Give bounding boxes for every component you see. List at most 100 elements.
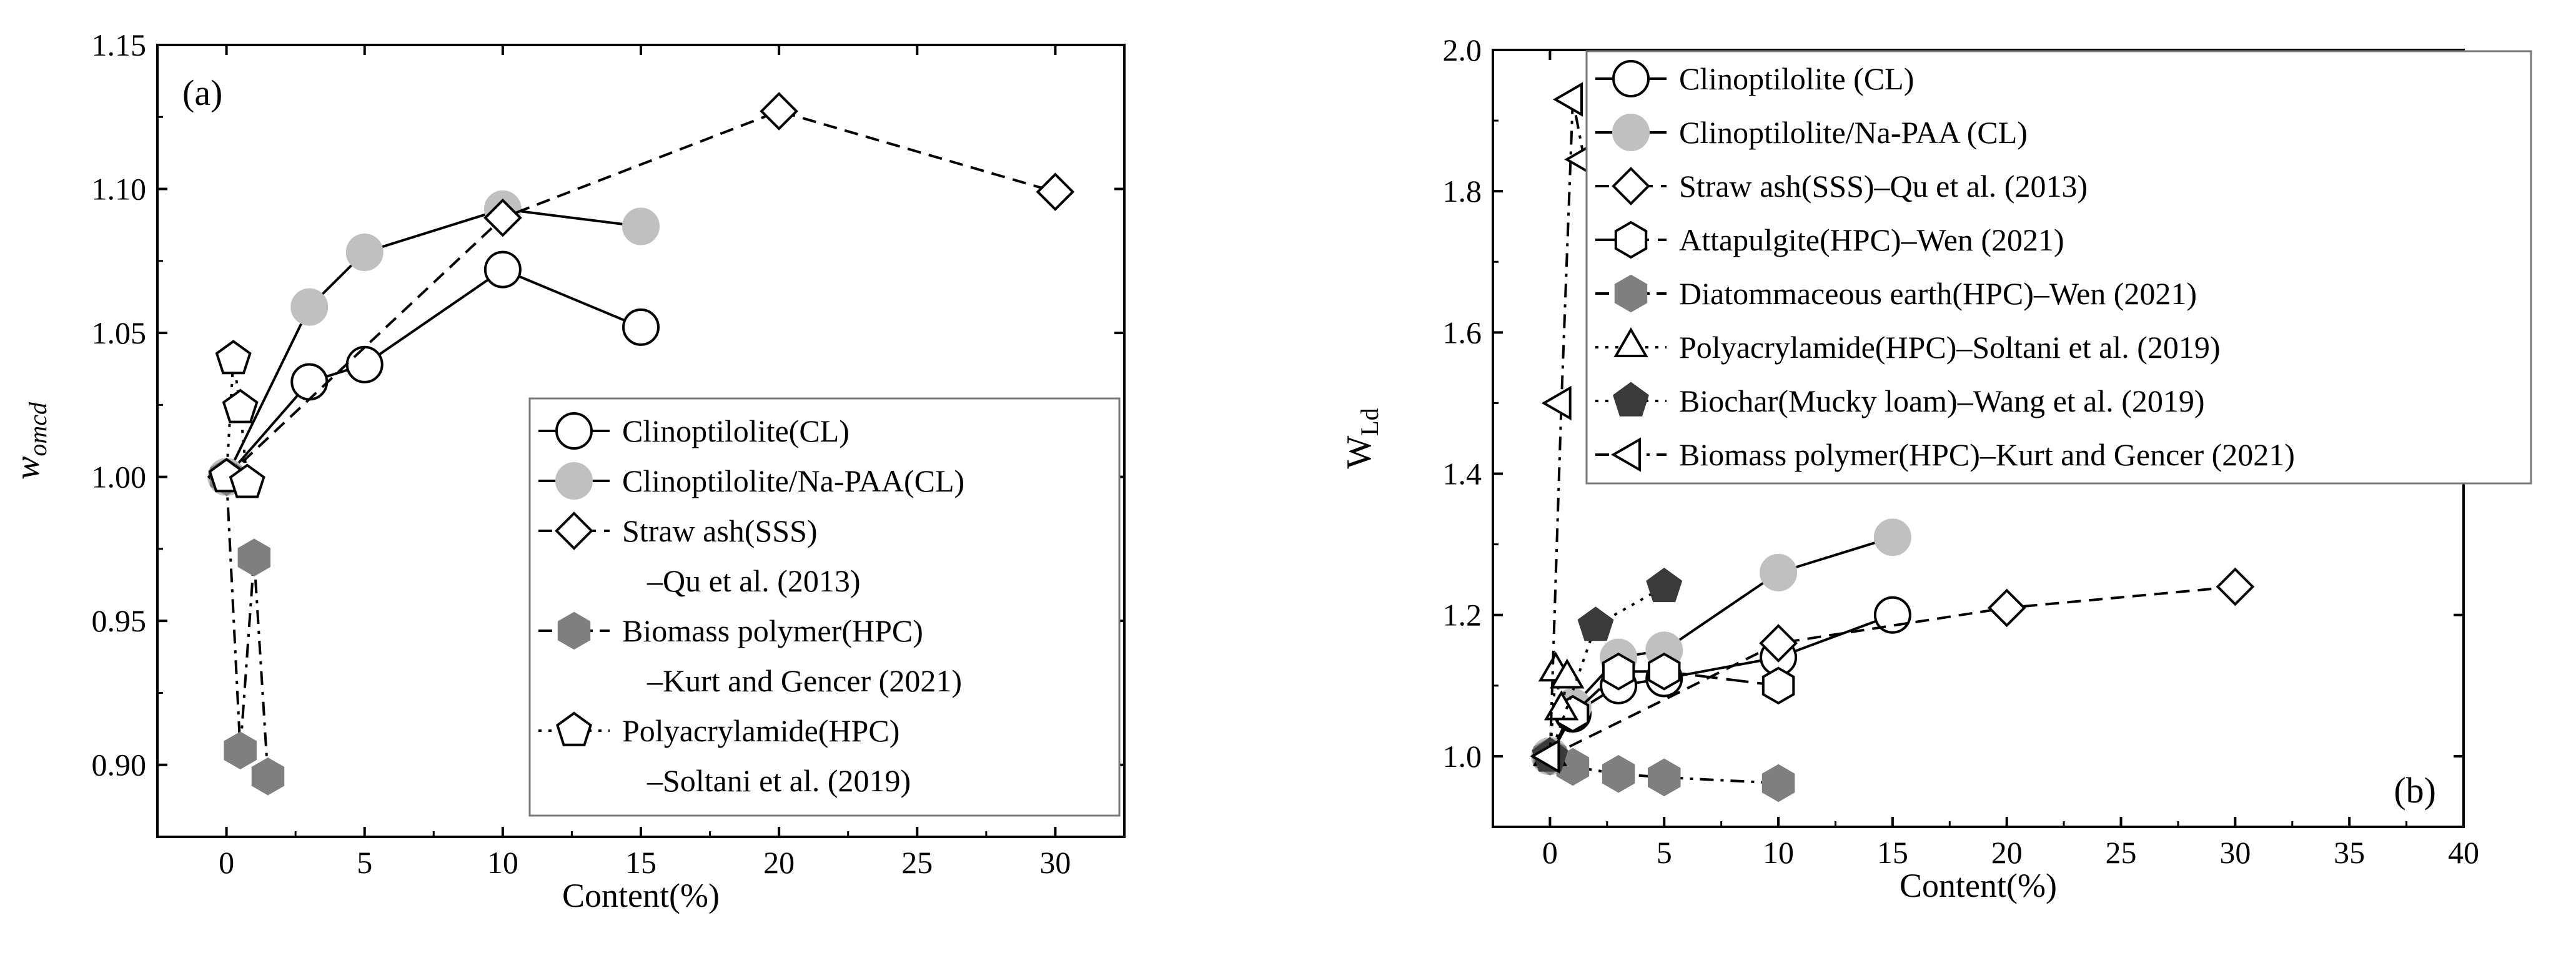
data-point [1602,652,1635,691]
legend-marker [555,462,593,500]
data-point [483,198,522,237]
legend-marker [557,611,591,650]
data-point [760,92,798,131]
legend-entry: Clinoptilolite/Na-PAA (CL) [1595,114,2028,151]
legend-marker [1612,114,1650,151]
x-tick-label: 0 [1542,835,1558,870]
legend: Clinoptilolite (CL) Clinoptilolite/Na-PAA… [1585,50,2532,485]
data-point [345,233,384,271]
x-tick-label: 10 [1763,835,1794,870]
legend-entry: Polyacrylamide(HPC) –Soltani et al. (2019… [538,711,911,798]
y-tick-label: 1.8 [1443,174,1482,209]
legend-label: Diatommaceous earth(HPC)–Wen (2021) [1679,276,2197,311]
data-point [1646,568,1683,603]
data-point [222,388,259,423]
data-point [1543,690,1579,721]
data-point [1648,758,1681,797]
legend-label: Attapulgite(HPC)–Wen (2021) [1679,222,2064,257]
data-point [215,340,252,375]
data-point [1530,739,1560,774]
x-tick-label: 5 [357,845,372,880]
x-tick-label: 25 [901,845,933,880]
data-point [622,308,660,346]
panel-a-chart: 0 5 10 15 20 25 30 0.90 0.95 1.00 1.05 1.10 1.15 Cont… [8,27,1126,914]
x-tick-label: 30 [1039,845,1071,880]
y-tick-label: 0.95 [92,603,147,638]
data-point [251,757,285,796]
legend-label: Straw ash(SSS)–Qu et al. (2013) [1679,169,2088,204]
y-axis-label-main: W [1340,436,1379,469]
legend-entry: Clinoptilolite (CL) [1595,60,1914,97]
series-line [225,358,249,483]
legend-entry: Attapulgite(HPC)–Wen (2021) [1595,220,2064,259]
y-tick-label: 0.90 [92,748,147,783]
legend-box [528,397,1121,817]
legend-label-cont: –Soltani et al. (2019) [646,763,911,798]
data-point [1873,518,1911,556]
legend-box [1585,50,2532,485]
y-axis-label-subscript: Ld [1355,408,1384,435]
x-tick-label: 15 [1877,835,1908,870]
legend-label: Straw ash(SSS) [622,513,818,548]
legend-marker [1613,382,1649,417]
legend-marker [1610,437,1641,472]
data-point [229,463,265,498]
legend-label-cont: –Kurt and Gencer (2021) [646,663,962,698]
legend-entry: Straw ash(SSS)–Qu et al. (2013) [1595,167,2088,205]
data-point [1550,658,1585,689]
data-point [622,207,660,245]
data-point [1541,385,1572,421]
y-axis-label: womcd [8,402,52,480]
data-point [1553,82,1583,117]
legend-marker [1612,167,1650,205]
series-line [225,109,1056,478]
data-point [237,538,270,577]
series-line [1548,99,1586,756]
panel-label: (b) [2394,770,2436,811]
x-tick-label: 0 [219,845,234,880]
data-point [345,345,384,383]
legend-label: Biochar(Mucky loam)–Wang et al. (2019) [1679,383,2205,418]
legend-marker [1613,327,1648,357]
legend-marker [1614,220,1648,259]
x-tick-label: 15 [625,845,656,880]
data-point [1760,553,1798,591]
legend-label: Clinoptilolite/Na-PAA(CL) [622,463,964,498]
y-tick-label: 1.00 [92,460,147,495]
data-point [1761,666,1795,705]
y-tick-label: 1.05 [92,315,147,350]
data-point [483,250,522,289]
legend-marker [555,511,593,550]
y-axis-label-main: w [8,457,47,480]
y-axis-label: WLd [1340,408,1384,468]
data-point [1036,172,1075,212]
y-tick-label: 2.0 [1443,32,1482,67]
x-tick-label: 20 [1991,835,2023,870]
data-point [1759,624,1798,663]
series-line [1548,585,1665,757]
legend-label: Clinoptilolite (CL) [1679,61,1914,96]
y-tick-label: 1.2 [1443,598,1482,633]
legend-marker [555,412,593,450]
x-axis-label: Content(%) [562,877,720,914]
data-point [1648,652,1681,691]
legend-label: Polyacrylamide(HPC)–Soltani et al. (2019… [1679,330,2221,365]
legend: Clinoptilolite(CL) Clinoptilolite/Na-PAA(… [528,397,1121,817]
x-tick-label: 10 [487,845,518,880]
series-3 [210,458,285,796]
legend-label-cont: –Qu et al. (2013) [646,563,861,598]
legend-marker [556,711,592,746]
legend-label: Polyacrylamide(HPC) [622,713,899,748]
legend-label: Clinoptilolite(CL) [622,413,850,448]
legend-entry: Diatommaceous earth(HPC)–Wen (2021) [1595,274,2197,313]
y-axis-label-subscript: omcd [24,402,52,457]
legend-entry: Clinoptilolite(CL) [538,412,850,450]
data-point [290,363,329,401]
x-tick-label: 30 [2219,835,2251,870]
legend-entry: Straw ash(SSS) –Qu et al. (2013) [538,511,861,598]
data-point [1602,754,1635,793]
data-point [1761,764,1795,802]
x-tick-label: 40 [2448,835,2479,870]
data-point [1577,606,1614,641]
